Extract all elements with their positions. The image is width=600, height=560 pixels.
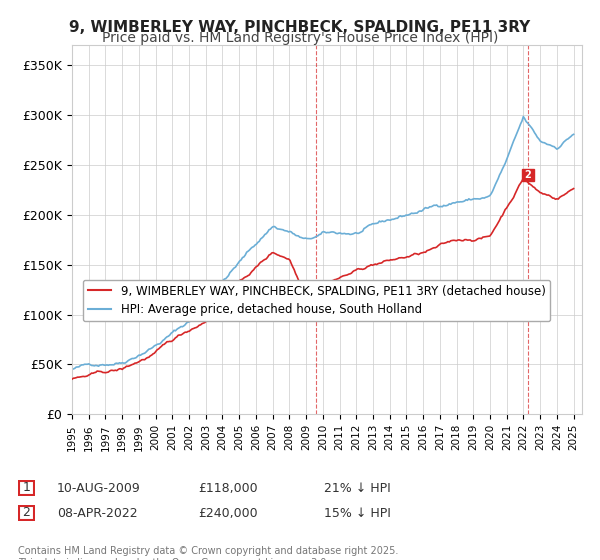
Legend: 9, WIMBERLEY WAY, PINCHBECK, SPALDING, PE11 3RY (detached house), HPI: Average p: 9, WIMBERLEY WAY, PINCHBECK, SPALDING, P…: [83, 280, 550, 321]
FancyBboxPatch shape: [19, 506, 34, 520]
Text: 1: 1: [313, 292, 320, 301]
Text: 2: 2: [524, 170, 532, 180]
Text: 15% ↓ HPI: 15% ↓ HPI: [324, 507, 391, 520]
Text: £118,000: £118,000: [198, 482, 257, 495]
Text: 10-AUG-2009: 10-AUG-2009: [57, 482, 141, 495]
FancyBboxPatch shape: [19, 480, 34, 495]
Text: 2: 2: [22, 506, 31, 520]
Text: £240,000: £240,000: [198, 507, 257, 520]
Text: 08-APR-2022: 08-APR-2022: [57, 507, 137, 520]
Text: 9, WIMBERLEY WAY, PINCHBECK, SPALDING, PE11 3RY: 9, WIMBERLEY WAY, PINCHBECK, SPALDING, P…: [70, 20, 530, 35]
Text: Price paid vs. HM Land Registry's House Price Index (HPI): Price paid vs. HM Land Registry's House …: [102, 31, 498, 45]
Text: 1: 1: [22, 481, 31, 494]
Text: 21% ↓ HPI: 21% ↓ HPI: [324, 482, 391, 495]
Text: Contains HM Land Registry data © Crown copyright and database right 2025.
This d: Contains HM Land Registry data © Crown c…: [18, 546, 398, 560]
